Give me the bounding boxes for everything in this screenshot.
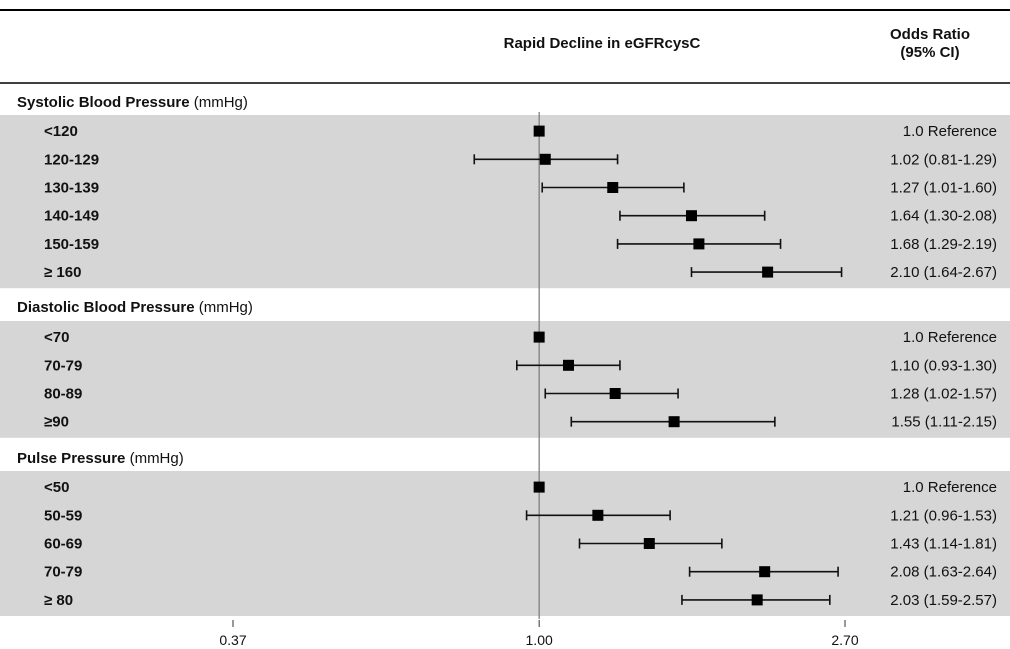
odds-ratio-value: 1.21 (0.96-1.53) — [890, 507, 997, 524]
group-heading: Diastolic Blood Pressure (mmHg) — [17, 299, 253, 316]
odds-ratio-header: Odds Ratio — [890, 26, 970, 43]
odds-ratio-value: 1.27 (1.01-1.60) — [890, 180, 997, 197]
point-estimate-marker — [607, 182, 619, 193]
x-tick-label: 0.37 — [219, 632, 246, 648]
group-bands — [0, 115, 1010, 616]
row-label: ≥ 160 — [44, 264, 81, 281]
odds-ratio-value: 2.08 (1.63-2.64) — [890, 564, 997, 581]
point-estimate-marker — [592, 509, 604, 521]
row-label: 150-159 — [44, 236, 99, 253]
row-label: 70-79 — [44, 564, 82, 581]
odds-ratio-value: 1.0 Reference — [903, 479, 997, 496]
point-estimate-marker — [539, 153, 551, 165]
point-estimate-marker — [533, 125, 545, 137]
odds-ratio-value: 1.02 (0.81-1.29) — [890, 151, 997, 168]
group-headings: Systolic Blood Pressure (mmHg)Diastolic … — [17, 94, 253, 467]
point-estimate-marker — [759, 566, 771, 578]
odds-ratio-value: 1.68 (1.29-2.19) — [890, 236, 997, 253]
group-band — [0, 321, 1010, 438]
point-estimate-marker — [751, 594, 763, 606]
point-estimate-marker — [533, 331, 545, 343]
group-heading-unit: (mmHg) — [190, 94, 248, 111]
row-label: <50 — [44, 479, 69, 496]
odds-ratio-value: 1.55 (1.11-2.15) — [891, 414, 997, 431]
point-estimate-marker — [533, 481, 545, 493]
point-estimate-marker — [693, 238, 705, 250]
point-estimate-marker — [643, 538, 655, 549]
point-estimate-marker — [609, 388, 621, 399]
group-heading-unit: (mmHg) — [125, 450, 183, 467]
row-label: <70 — [44, 329, 69, 346]
x-tick-label: 1.00 — [526, 632, 553, 648]
row-label: 70-79 — [44, 357, 82, 374]
point-estimate-marker — [762, 266, 774, 278]
odds-ratio-value: 1.64 (1.30-2.08) — [890, 208, 997, 225]
point-estimate-marker — [563, 359, 575, 371]
odds-ratio-value: 1.10 (0.93-1.30) — [890, 357, 997, 374]
group-band — [0, 115, 1010, 289]
odds-ratio-value: 1.43 (1.14-1.81) — [890, 536, 997, 553]
odds-ratio-value: 1.0 Reference — [903, 329, 997, 346]
row-label: 80-89 — [44, 386, 82, 403]
row-label: 60-69 — [44, 536, 82, 553]
row-label: 50-59 — [44, 507, 82, 524]
odds-ratio-value: 1.28 (1.02-1.57) — [890, 386, 997, 403]
group-heading: Systolic Blood Pressure (mmHg) — [17, 94, 248, 111]
odds-ratio-value: 1.0 Reference — [903, 123, 997, 140]
group-heading-name: Diastolic Blood Pressure — [17, 299, 195, 316]
group-heading: Pulse Pressure (mmHg) — [17, 450, 184, 467]
row-label: ≥90 — [44, 414, 69, 431]
point-estimate-marker — [685, 210, 697, 222]
point-estimate-marker — [668, 416, 680, 428]
odds-ratio-ci-header: (95% CI) — [900, 44, 959, 61]
group-heading-name: Systolic Blood Pressure — [17, 94, 190, 111]
odds-ratio-value: 2.10 (1.64-2.67) — [890, 264, 997, 281]
row-label: 120-129 — [44, 151, 99, 168]
chart-title: Rapid Decline in eGFRcysC — [504, 35, 701, 52]
data-rows: <120 1.0 Reference 120-129 1.02 (0.81-1.29)… — [44, 123, 997, 609]
plot-marks — [473, 125, 843, 606]
row-label: 130-139 — [44, 180, 99, 197]
x-tick-label: 2.70 — [831, 632, 858, 648]
row-label: 140-149 — [44, 208, 99, 225]
odds-ratio-value: 2.03 (1.59-2.57) — [890, 592, 997, 609]
row-label: ≥ 80 — [44, 592, 73, 609]
group-heading-unit: (mmHg) — [195, 299, 253, 316]
row-label: <120 — [44, 123, 78, 140]
group-heading-name: Pulse Pressure — [17, 450, 125, 467]
x-axis: 0.37 1.00 2.70 — [219, 620, 859, 648]
group-band — [0, 471, 1010, 616]
